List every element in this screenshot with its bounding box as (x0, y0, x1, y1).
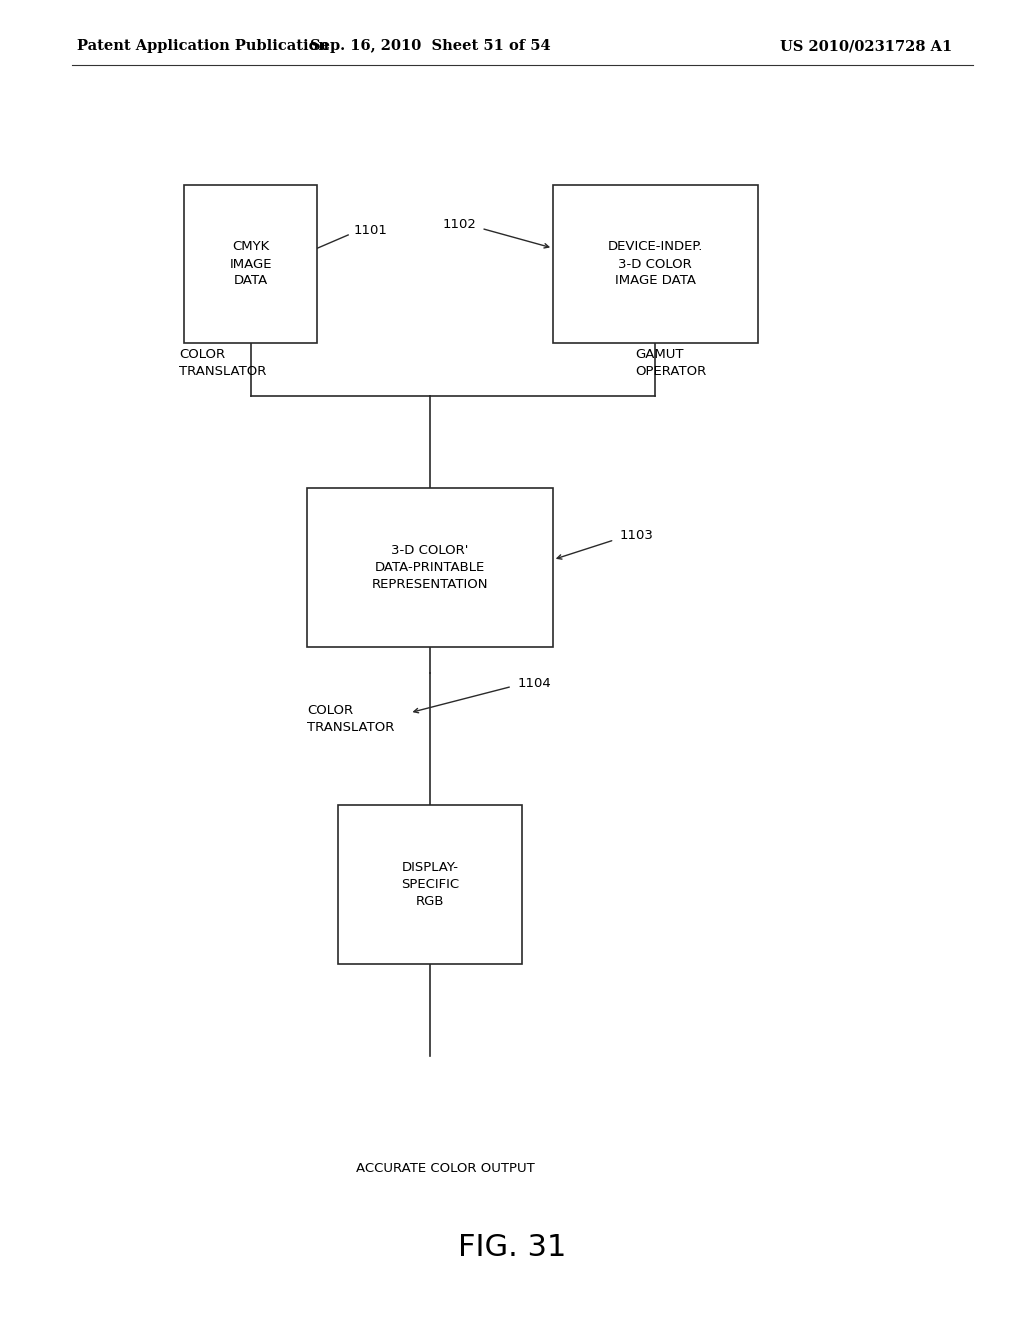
FancyBboxPatch shape (553, 185, 758, 343)
Text: 1102: 1102 (442, 218, 476, 231)
Text: DEVICE-INDEP.
3-D COLOR
IMAGE DATA: DEVICE-INDEP. 3-D COLOR IMAGE DATA (607, 240, 703, 288)
Text: COLOR
TRANSLATOR: COLOR TRANSLATOR (307, 705, 394, 734)
Text: 1103: 1103 (620, 529, 653, 543)
Text: CMYK
IMAGE
DATA: CMYK IMAGE DATA (229, 240, 272, 288)
Text: ACCURATE COLOR OUTPUT: ACCURATE COLOR OUTPUT (356, 1162, 535, 1175)
Text: US 2010/0231728 A1: US 2010/0231728 A1 (780, 40, 952, 53)
FancyBboxPatch shape (307, 488, 553, 647)
Text: COLOR
TRANSLATOR: COLOR TRANSLATOR (179, 348, 266, 378)
Text: GAMUT
OPERATOR: GAMUT OPERATOR (635, 348, 707, 378)
Text: 3-D COLOR'
DATA-PRINTABLE
REPRESENTATION: 3-D COLOR' DATA-PRINTABLE REPRESENTATION (372, 544, 488, 591)
Text: FIG. 31: FIG. 31 (458, 1233, 566, 1262)
Text: Patent Application Publication: Patent Application Publication (77, 40, 329, 53)
Text: 1104: 1104 (517, 677, 551, 690)
FancyBboxPatch shape (338, 805, 522, 964)
Text: 1101: 1101 (353, 224, 387, 238)
Text: Sep. 16, 2010  Sheet 51 of 54: Sep. 16, 2010 Sheet 51 of 54 (310, 40, 550, 53)
Text: DISPLAY-
SPECIFIC
RGB: DISPLAY- SPECIFIC RGB (401, 861, 459, 908)
FancyBboxPatch shape (184, 185, 317, 343)
